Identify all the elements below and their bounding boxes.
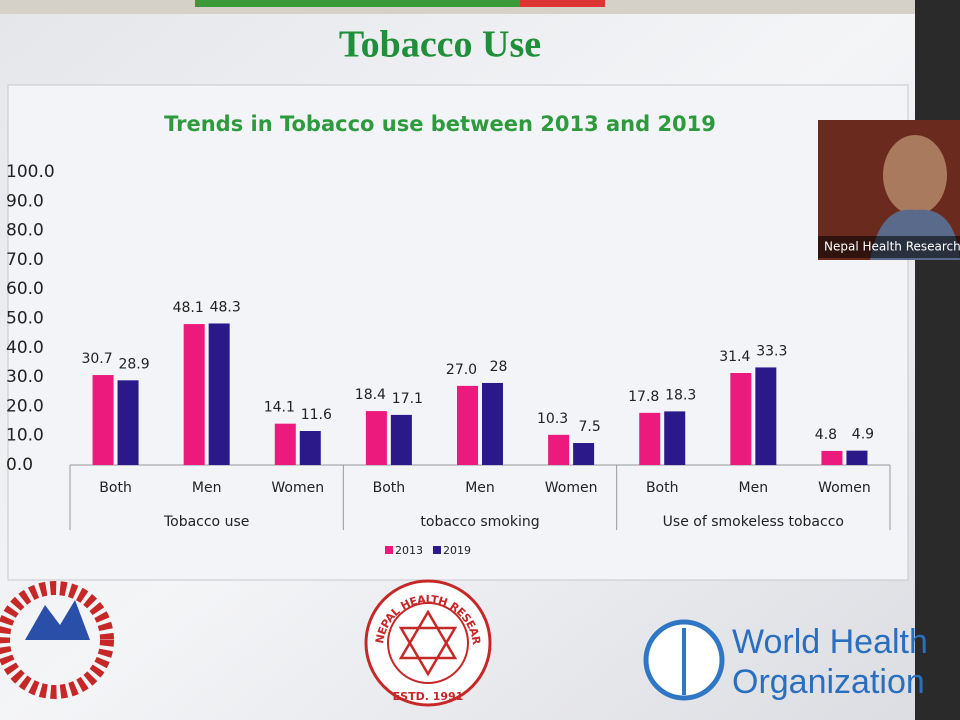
value-label: 7.5 xyxy=(578,419,600,435)
y-tick-label: 30.0 xyxy=(6,367,44,387)
value-label: 28.9 xyxy=(118,356,149,372)
x-tick-label: Both xyxy=(373,480,406,496)
value-label: 10.3 xyxy=(537,411,568,427)
bar xyxy=(548,434,570,465)
y-tick-label: 80.0 xyxy=(6,221,44,241)
bar xyxy=(755,367,777,465)
y-tick-label: 90.0 xyxy=(6,191,44,211)
nepal-emblem xyxy=(0,581,114,699)
value-label: 18.4 xyxy=(355,387,386,403)
legend-label: 2019 xyxy=(443,544,471,557)
chart-frame xyxy=(7,84,909,581)
video-label: Nepal Health Research xyxy=(824,240,960,254)
x-tick-label: Women xyxy=(818,480,871,496)
legend-swatch xyxy=(385,546,393,554)
value-label: 17.8 xyxy=(628,389,659,405)
value-label: 33.3 xyxy=(756,343,787,359)
bar xyxy=(482,382,503,465)
value-label: 27.0 xyxy=(446,362,477,378)
nhrc-year: ESTD. 1991 xyxy=(393,690,464,703)
y-tick-label: 40.0 xyxy=(6,338,44,358)
nhrc-logo xyxy=(364,579,492,707)
x-tick-label: Women xyxy=(271,480,324,496)
value-label: 28 xyxy=(490,359,508,375)
plot: 0.0 10.0 20.0 30.0 40.0 50.0 60.0 70.0 80.0 90.0 1… xyxy=(6,162,891,557)
nhrc-star xyxy=(398,609,458,677)
value-label: 11.6 xyxy=(301,407,332,423)
bar xyxy=(821,450,843,465)
bar xyxy=(117,380,139,465)
top-bar xyxy=(195,0,605,7)
value-label: 18.3 xyxy=(665,387,696,403)
value-label: 14.1 xyxy=(264,400,295,416)
bar xyxy=(573,443,595,465)
group-label: Tobacco use xyxy=(163,514,249,530)
x-tick-label: Men xyxy=(739,480,769,496)
group-label: tobacco smoking xyxy=(420,514,539,530)
x-tick-label: Men xyxy=(465,480,495,496)
value-label: 48.3 xyxy=(210,299,241,315)
value-label: 4.8 xyxy=(815,427,837,443)
bar xyxy=(390,414,412,465)
value-label: 48.1 xyxy=(173,300,204,316)
bar xyxy=(846,450,868,465)
bar xyxy=(183,324,205,465)
who-text: World Health xyxy=(732,623,928,661)
y-tick-label: 10.0 xyxy=(6,426,44,446)
bar xyxy=(365,411,387,465)
value-label: 30.7 xyxy=(81,351,112,367)
x-tick-label: Both xyxy=(99,480,132,496)
y-tick-label: 100.0 xyxy=(6,162,55,182)
bar xyxy=(274,423,296,465)
who-text: Organization xyxy=(732,663,925,701)
value-label: 31.4 xyxy=(719,349,750,365)
y-tick-label: 0.0 xyxy=(6,455,33,475)
x-tick-label: Women xyxy=(545,480,598,496)
bar xyxy=(208,323,230,465)
x-tick-label: Both xyxy=(646,480,679,496)
video-person xyxy=(883,135,947,215)
video-label-bg xyxy=(818,236,960,258)
bar xyxy=(639,412,661,465)
legend-label: 2013 xyxy=(395,544,423,557)
nepal-emblem-mountain xyxy=(25,600,90,640)
legend-swatch xyxy=(433,546,441,554)
value-label: 4.9 xyxy=(852,427,874,443)
bar xyxy=(299,431,321,465)
slide-title: Tobacco Use xyxy=(339,24,541,66)
bar xyxy=(92,375,114,465)
top-bar-red xyxy=(520,0,605,7)
bar xyxy=(730,372,752,465)
y-tick-label: 70.0 xyxy=(6,250,44,270)
y-tick-label: 20.0 xyxy=(6,396,44,416)
group-label: Use of smokeless tobacco xyxy=(663,514,844,530)
bar xyxy=(664,411,686,465)
y-tick-label: 60.0 xyxy=(6,279,44,299)
bar xyxy=(457,385,478,465)
value-label: 17.1 xyxy=(392,391,423,407)
y-tick-label: 50.0 xyxy=(6,309,44,329)
x-tick-label: Men xyxy=(192,480,222,496)
chart-title: Trends in Tobacco use between 2013 and 2… xyxy=(164,112,716,136)
nhrc-inner xyxy=(387,602,469,684)
